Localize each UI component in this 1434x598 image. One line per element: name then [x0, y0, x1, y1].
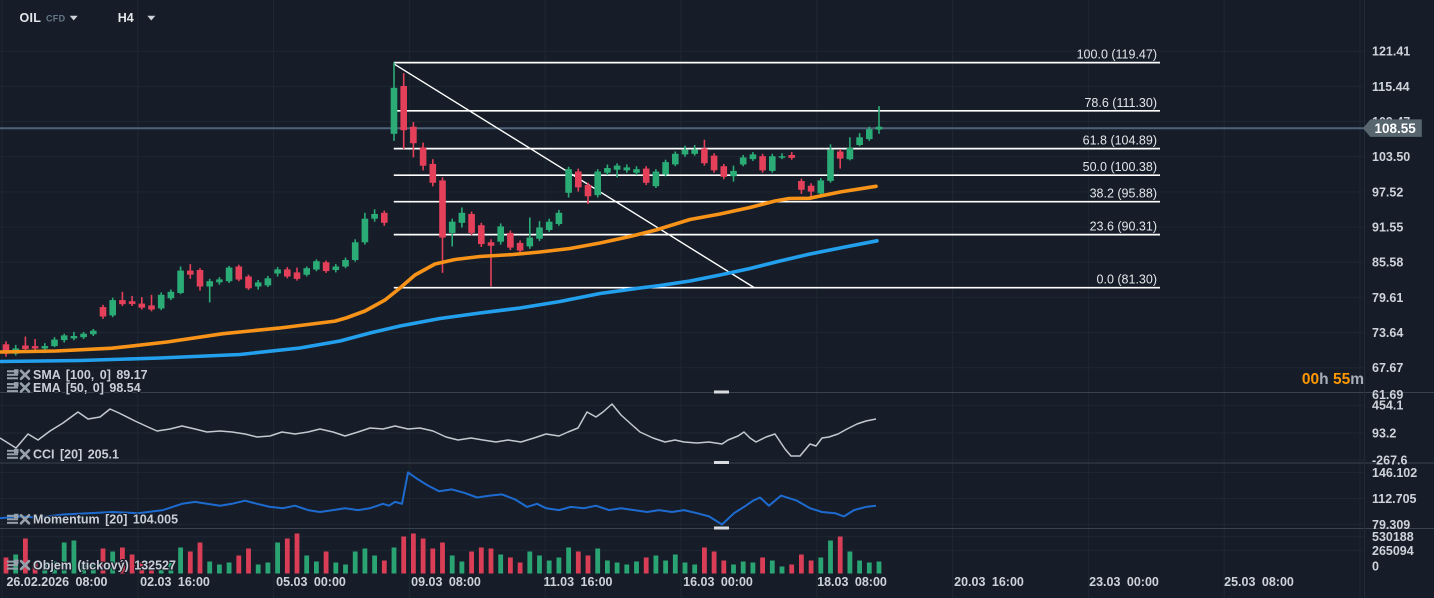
svg-text:67.67: 67.67: [1372, 361, 1403, 375]
svg-text:23.03 00:00: 23.03 00:00: [1089, 575, 1159, 589]
svg-text:CFD: CFD: [46, 14, 66, 24]
svg-text:530188: 530188: [1372, 530, 1414, 544]
svg-text:108.55: 108.55: [1375, 121, 1417, 136]
svg-text:146.102: 146.102: [1372, 466, 1417, 480]
svg-text:OIL: OIL: [20, 11, 42, 25]
svg-text:38.2 (95.88): 38.2 (95.88): [1090, 187, 1157, 201]
svg-text:00h 55m: 00h 55m: [1302, 371, 1364, 388]
svg-text:85.58: 85.58: [1372, 256, 1403, 270]
svg-text:93.2: 93.2: [1372, 427, 1396, 441]
svg-text:79.309: 79.309: [1372, 518, 1410, 532]
svg-text:26.02.2026 08:00: 26.02.2026 08:00: [6, 575, 107, 589]
svg-text:112.705: 112.705: [1372, 492, 1417, 506]
svg-text:02.03 16:00: 02.03 16:00: [140, 575, 210, 589]
svg-text:H4: H4: [118, 11, 134, 25]
svg-text:0: 0: [1372, 559, 1379, 573]
svg-text:73.64: 73.64: [1372, 326, 1403, 340]
svg-text:78.6 (111.30): 78.6 (111.30): [1084, 96, 1157, 110]
svg-text:Objem (tickový) 132527: Objem (tickový) 132527: [33, 558, 176, 572]
svg-text:-267.6: -267.6: [1372, 454, 1407, 468]
svg-text:05.03 00:00: 05.03 00:00: [276, 575, 346, 589]
svg-text:EMA [50, 0] 98.54: EMA [50, 0] 98.54: [33, 381, 141, 395]
svg-text:121.41: 121.41: [1372, 45, 1410, 59]
svg-text:454.1: 454.1: [1372, 399, 1403, 413]
svg-text:23.6 (90.31): 23.6 (90.31): [1090, 220, 1157, 234]
svg-text:11.03 16:00: 11.03 16:00: [543, 575, 612, 589]
svg-text:25.03 08:00: 25.03 08:00: [1224, 575, 1294, 589]
svg-text:20.03 16:00: 20.03 16:00: [954, 575, 1024, 589]
svg-text:91.55: 91.55: [1372, 221, 1403, 235]
svg-text:265094: 265094: [1372, 544, 1414, 558]
svg-text:CCI [20] 205.1: CCI [20] 205.1: [33, 448, 119, 462]
svg-text:SMA [100, 0] 89.17: SMA [100, 0] 89.17: [33, 368, 148, 382]
svg-text:16.03 00:00: 16.03 00:00: [683, 575, 753, 589]
svg-text:97.52: 97.52: [1372, 185, 1403, 199]
svg-text:18.03 08:00: 18.03 08:00: [817, 575, 887, 589]
svg-text:0.0 (81.30): 0.0 (81.30): [1097, 273, 1157, 287]
svg-text:61.8 (104.89): 61.8 (104.89): [1083, 134, 1157, 148]
svg-text:115.44: 115.44: [1372, 80, 1410, 94]
svg-text:61.69: 61.69: [1372, 388, 1403, 402]
svg-text:50.0 (100.38): 50.0 (100.38): [1083, 160, 1157, 174]
svg-text:09.03 08:00: 09.03 08:00: [411, 575, 481, 589]
svg-text:Momentum [20] 104.005: Momentum [20] 104.005: [33, 513, 178, 527]
svg-text:100.0 (119.47): 100.0 (119.47): [1077, 48, 1157, 62]
svg-text:103.50: 103.50: [1372, 150, 1410, 164]
svg-text:79.61: 79.61: [1372, 291, 1403, 305]
